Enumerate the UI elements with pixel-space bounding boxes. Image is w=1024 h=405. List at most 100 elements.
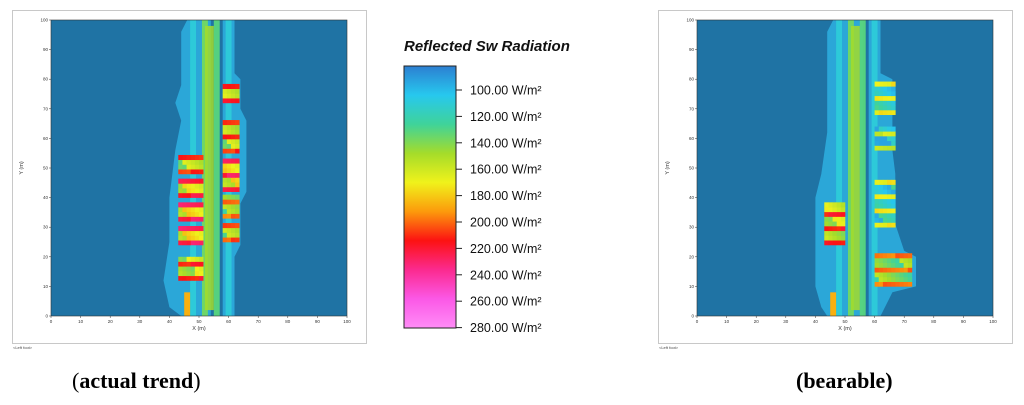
- heatmap-cell: [178, 164, 183, 170]
- heatmap-cell: [899, 253, 904, 259]
- heatmap-cell: [235, 124, 240, 130]
- heatmap-cell: [182, 178, 187, 184]
- x-tick-label: 100: [343, 319, 351, 324]
- heatmap-cell: [194, 275, 200, 281]
- heatmap-cell: [878, 81, 884, 87]
- legend-tick-label: 180.00 W/m²: [470, 189, 542, 203]
- heatmap-cell: [190, 188, 196, 194]
- x-tick-label: 60: [226, 319, 232, 324]
- heatmap-cell: [882, 126, 888, 132]
- heatmap-cell: [907, 272, 913, 278]
- heatmap-cell: [186, 256, 192, 262]
- heatmap-cell: [907, 253, 913, 259]
- heatmap-cell: [230, 223, 236, 229]
- heatmap-cell: [182, 256, 187, 262]
- y-tick-label: 50: [689, 166, 695, 171]
- heatmap-cell: [903, 262, 909, 268]
- heatmap-cell: [186, 207, 192, 213]
- heatmap-cell: [222, 83, 228, 89]
- heatmap-cell: [199, 164, 204, 170]
- heatmap-cell: [186, 230, 192, 236]
- heatmap-cell: [882, 100, 888, 106]
- heatmap-cell: [891, 140, 896, 146]
- heatmap-cell: [226, 237, 232, 243]
- heatmap-cell: [887, 272, 892, 278]
- heatmap-cell: [899, 257, 904, 264]
- heatmap-cell: [887, 198, 892, 204]
- heatmap-cell: [190, 230, 196, 236]
- y-tick-label: 70: [689, 106, 695, 111]
- heatmap-cell: [182, 230, 187, 236]
- heatmap-cell: [226, 208, 232, 214]
- heatmap-cell: [194, 192, 200, 198]
- heatmap-cell: [840, 221, 846, 227]
- heatmap-cell: [907, 267, 913, 273]
- heatmap-cell: [836, 211, 842, 217]
- heatmap-cell: [194, 202, 200, 208]
- heatmap-cell: [891, 95, 896, 101]
- heatmap-cell: [878, 100, 884, 106]
- heatmap-cell: [199, 216, 204, 222]
- heatmap-cell: [178, 207, 183, 213]
- axis-ticks: 0 10 20 30 40 50 60 70 80 90 100 0 10 20 30 40 50 60 70 80 9…: [686, 18, 997, 325]
- heatmap-cell: [235, 227, 240, 233]
- heatmap-cell: [199, 240, 204, 246]
- heatmap-cell: [891, 194, 896, 200]
- heatmap-cell: [222, 98, 228, 104]
- x-tick-label: 40: [813, 319, 819, 324]
- heatmap-cell: [230, 204, 236, 210]
- heatmap-cell: [222, 208, 228, 214]
- heatmap-cell: [199, 188, 204, 194]
- heatmap-cell: [874, 179, 880, 185]
- heatmap-cell: [178, 159, 183, 165]
- heatmap-cell: [226, 158, 232, 164]
- heatmap-cell: [178, 211, 183, 217]
- y-tick-label: 80: [43, 77, 49, 82]
- heatmap-cell: [824, 226, 829, 232]
- heatmap-cell: [226, 213, 232, 219]
- y-tick-label: 30: [689, 225, 695, 230]
- heatmap-cell: [874, 267, 880, 273]
- heatmap-cell: [186, 183, 192, 189]
- heatmap-cell: [199, 159, 204, 165]
- heatmap-cell: [199, 226, 204, 232]
- heatmap-cell: [887, 184, 892, 190]
- heatmap-cell: [878, 272, 884, 278]
- heatmap-cell: [226, 194, 232, 200]
- heatmap-cell: [887, 126, 892, 132]
- heatmap-cell: [882, 281, 888, 287]
- heatmap-cell: [190, 226, 196, 232]
- heatmap-cell: [878, 86, 884, 92]
- heatmap-cell: [190, 271, 196, 277]
- heatmap-cell: [874, 91, 880, 97]
- heatmap-cell: [190, 266, 196, 272]
- heatmap-cell: [235, 223, 240, 229]
- heatmap-cell: [235, 208, 240, 214]
- heatmap-cell: [878, 136, 884, 142]
- heatmap-cell: [230, 237, 236, 243]
- heatmap-cell: [235, 213, 240, 219]
- heatmap-cell: [226, 88, 232, 94]
- heatmap-cell: [230, 93, 236, 99]
- heatmap-cell: [836, 235, 842, 241]
- heatmap-cell: [874, 212, 880, 219]
- heatmap-cell: [878, 212, 884, 219]
- heatmap-cell: [178, 188, 183, 194]
- heatmap-cell: [887, 95, 892, 101]
- heatmap-cell: [230, 208, 236, 214]
- heatmap-cell: [178, 183, 183, 189]
- heatmap-cell: [235, 129, 240, 135]
- heatmap-cell: [887, 100, 892, 106]
- heatmap-cell: [178, 266, 183, 272]
- heatmap-cell: [235, 177, 240, 183]
- x-tick-label: 20: [754, 319, 760, 324]
- heatmap-cell: [222, 163, 228, 169]
- heatmap-cell: [891, 136, 896, 142]
- heatmap-cell: [186, 226, 192, 232]
- heatmap-cell: [840, 240, 846, 246]
- heatmap-cell: [899, 262, 904, 268]
- heatmap-cell: [878, 91, 884, 97]
- heatmap-cell: [222, 227, 228, 233]
- heatmap-cell: [882, 95, 888, 101]
- heatmap-cell: [182, 266, 187, 272]
